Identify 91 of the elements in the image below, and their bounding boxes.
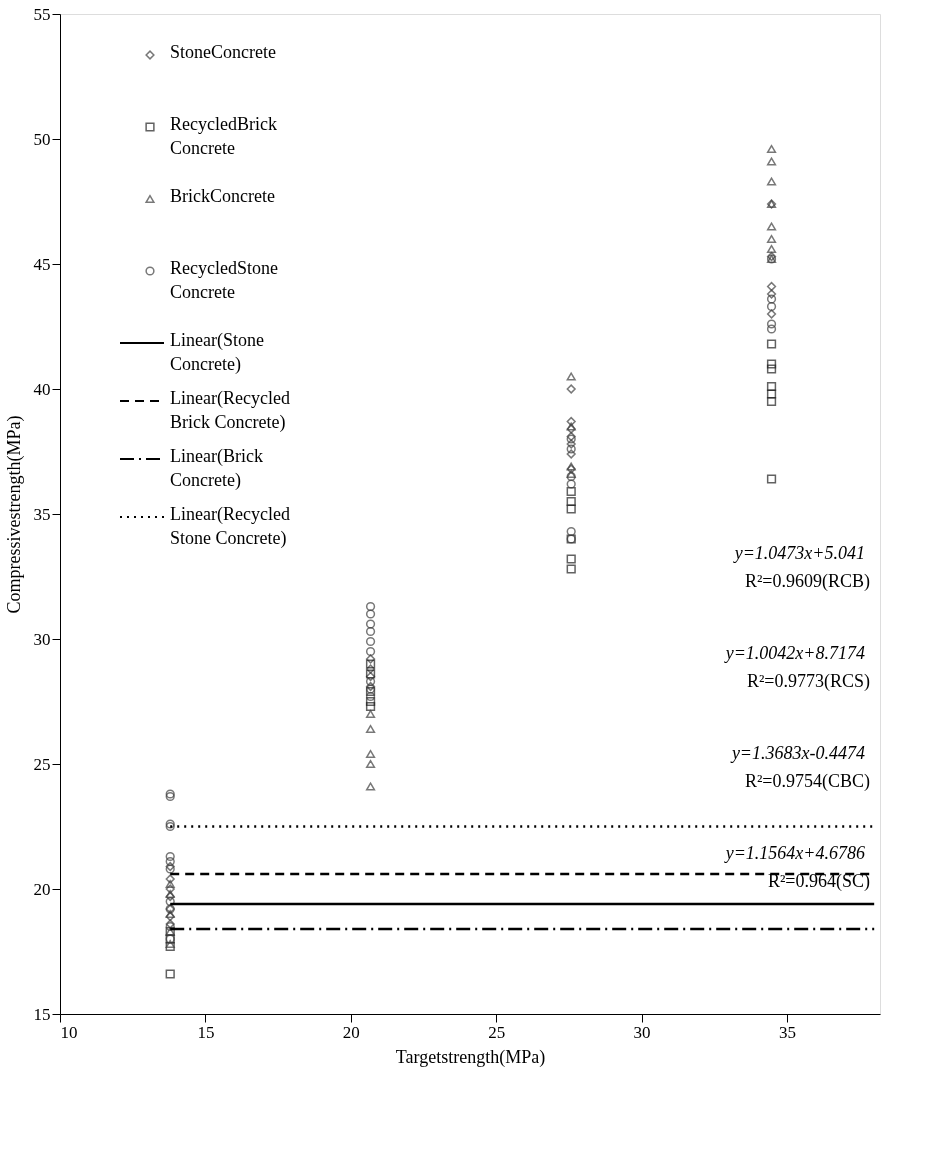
point (766, 324, 777, 334)
point (566, 526, 576, 537)
point (566, 486, 576, 497)
point (566, 564, 576, 574)
point (566, 554, 576, 564)
point (365, 636, 376, 647)
point (766, 177, 777, 186)
x-tick-label: 20 (342, 1022, 360, 1042)
point (566, 439, 576, 449)
legend-label: RecycledStone Concrete (170, 258, 278, 302)
point (766, 474, 777, 484)
point (566, 384, 576, 394)
y-tick-label: 15 (33, 1004, 51, 1024)
point (766, 294, 777, 304)
point (566, 444, 576, 454)
x-tick-label: 15 (197, 1022, 215, 1042)
annotation: R²=0.9754(CBC) (744, 771, 870, 792)
point (365, 646, 376, 657)
point (365, 709, 376, 719)
y-tick-label: 45 (33, 254, 51, 274)
y-tick-label: 30 (33, 629, 51, 649)
y-tick-label: 40 (33, 379, 51, 399)
point (365, 724, 376, 734)
y-tick-label: 25 (33, 754, 51, 774)
point (566, 372, 576, 381)
point (365, 701, 376, 712)
legend-label: StoneConcrete (170, 42, 276, 62)
x-axis-title: Targetstrength(MPa) (395, 1046, 546, 1068)
point (766, 234, 777, 244)
point (766, 359, 777, 369)
point (365, 619, 376, 629)
annotation: y=1.0473x+5.041 (732, 543, 865, 563)
annotation: R²=0.9773(RCS) (746, 671, 870, 692)
point (766, 309, 777, 319)
point (165, 884, 175, 894)
x-tick-label: 35 (778, 1022, 796, 1042)
legend-label: RecycledBrick Concrete (170, 114, 277, 158)
point (165, 896, 175, 907)
legend-label: Linear(Recycled Brick Concrete) (170, 388, 290, 433)
legend-label: Linear(Recycled Stone Concrete) (170, 504, 290, 549)
point (766, 301, 777, 312)
x-tick-label: 10 (60, 1022, 78, 1042)
y-axis-title: Compressivestrength(MPa) (3, 415, 25, 614)
point (365, 696, 376, 707)
x-tick-label: 25 (488, 1022, 506, 1042)
point (365, 654, 376, 664)
y-tick-label: 35 (33, 504, 51, 524)
point (566, 496, 576, 507)
y-tick-label: 50 (33, 129, 51, 149)
point (365, 609, 376, 619)
annotation: R²=0.9609(RCB) (744, 571, 870, 592)
point (766, 244, 777, 254)
legend-label: BrickConcrete (170, 186, 275, 206)
x-tick-label: 30 (633, 1022, 651, 1042)
point (365, 676, 376, 687)
legend-label: Linear(Stone Concrete) (170, 330, 264, 375)
annotation: y=1.1564x+4.6786 (723, 843, 865, 863)
point (766, 222, 777, 231)
point (365, 782, 376, 791)
point (766, 364, 777, 374)
point (165, 879, 175, 889)
point (766, 389, 777, 399)
point (365, 749, 376, 759)
point (566, 416, 576, 427)
annotation: y=1.3683x-0.4474 (729, 743, 865, 763)
point (766, 144, 777, 154)
annotation: y=1.0042x+8.7174 (723, 643, 865, 663)
point (766, 319, 777, 329)
point (566, 449, 576, 459)
point (766, 381, 777, 392)
point (365, 664, 376, 674)
point (165, 856, 175, 867)
point (766, 157, 777, 166)
point (365, 759, 376, 769)
point (165, 851, 175, 862)
point (365, 626, 376, 637)
point (566, 479, 576, 489)
legend-label: Linear(Brick Concrete) (170, 446, 263, 491)
point (766, 339, 777, 349)
point (365, 691, 376, 702)
point (165, 969, 175, 979)
point (365, 601, 376, 612)
point (766, 289, 777, 299)
y-tick-label: 55 (33, 4, 51, 24)
point (766, 281, 777, 292)
annotation: R²=0.964(SC) (767, 871, 870, 892)
point (766, 396, 777, 407)
point (566, 504, 576, 514)
point (365, 659, 376, 669)
y-tick-label: 20 (33, 879, 51, 899)
point (165, 874, 175, 884)
